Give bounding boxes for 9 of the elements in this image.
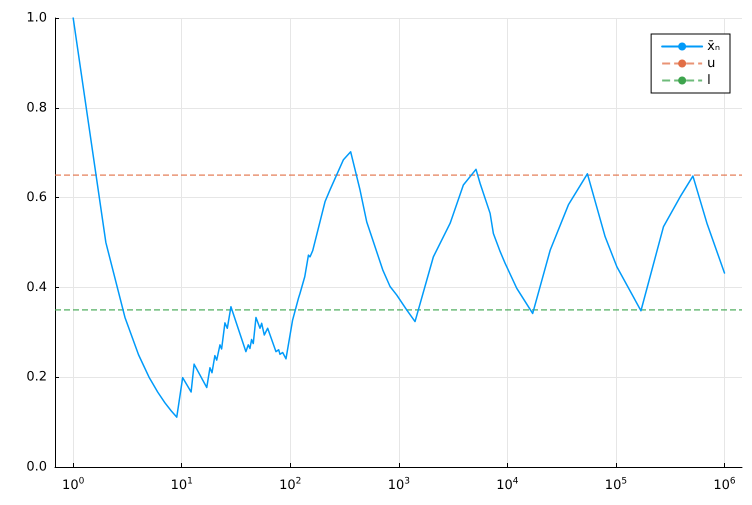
legend-label: l xyxy=(707,73,711,88)
y-tick-label: 0.0 xyxy=(26,460,47,474)
legend-label: x̄ₙ xyxy=(707,39,720,54)
y-tick-label: 1.0 xyxy=(26,10,47,26)
y-tick-label: 0.6 xyxy=(26,190,47,206)
y-tick-label: 0.8 xyxy=(26,100,47,116)
y-tick-label: 0.4 xyxy=(26,280,47,295)
y-tick-label: 0.2 xyxy=(26,370,47,385)
legend-label: u xyxy=(707,56,716,71)
